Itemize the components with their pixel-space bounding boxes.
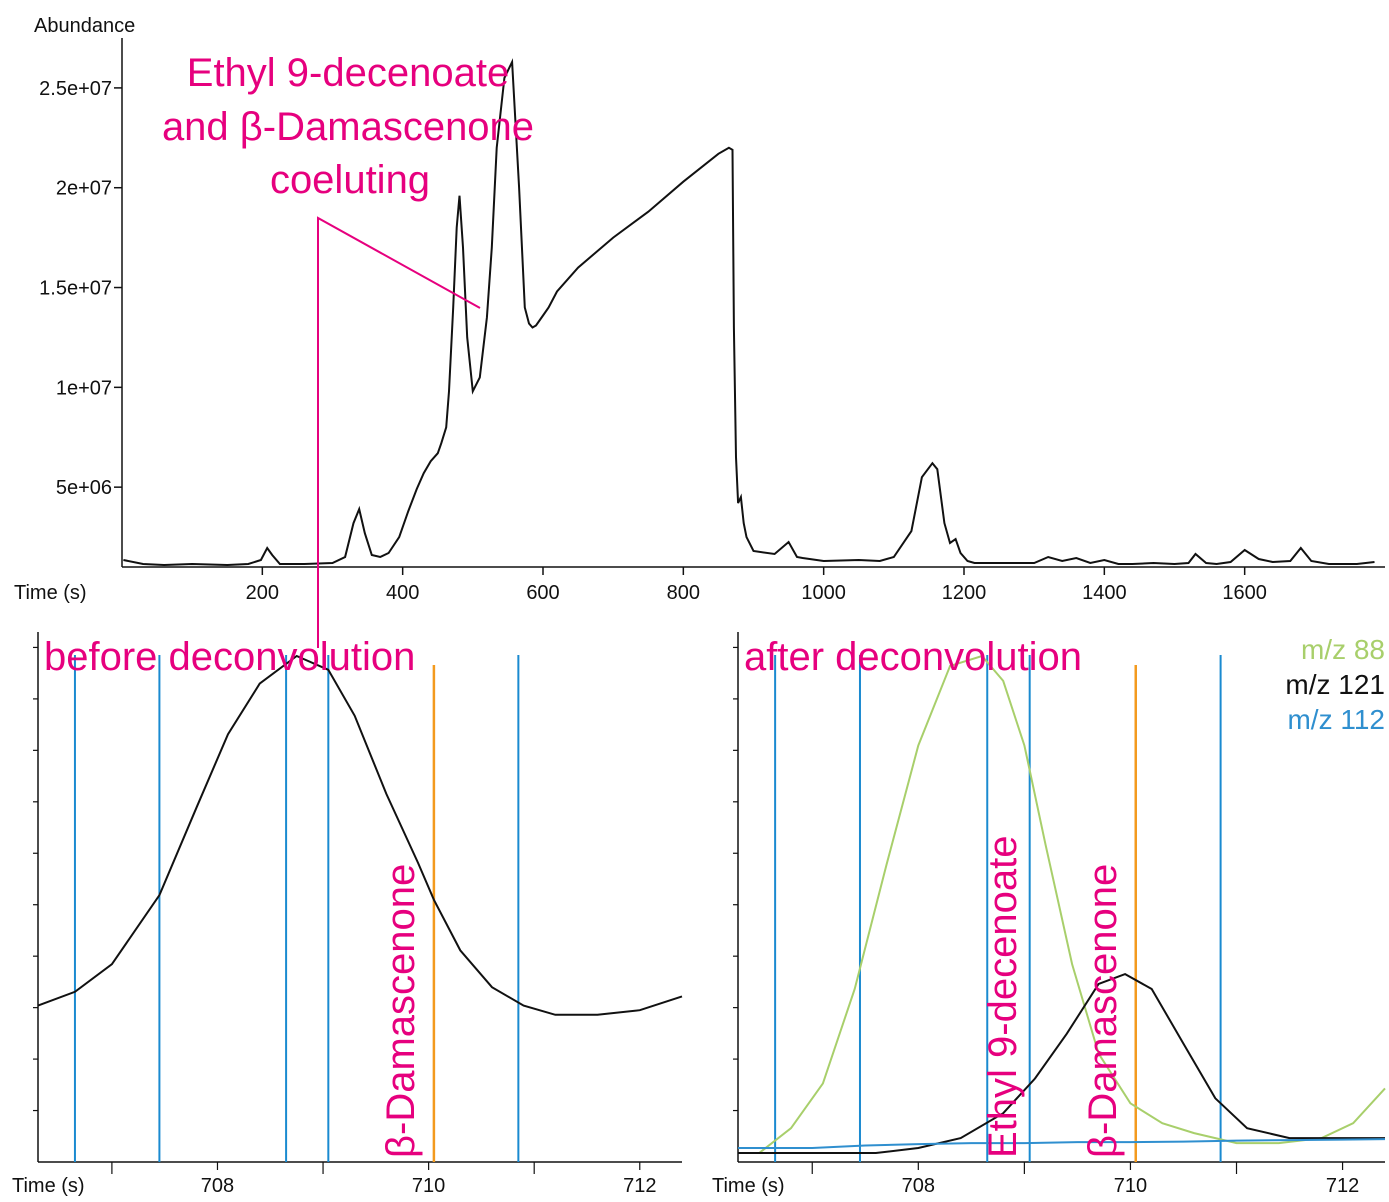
after-y-ticks bbox=[733, 646, 738, 1112]
after-trace-mz88 bbox=[758, 654, 1386, 1154]
overview-x-ticks: 200 400 600 800 1000 1200 1400 1600 bbox=[246, 567, 1267, 604]
after-x-tick-label: 708 bbox=[902, 1175, 935, 1197]
overview-tic-trace bbox=[123, 58, 1375, 567]
overview-y-ticks: 5e+06 1e+07 1.5e+07 2e+07 2.5e+07 bbox=[39, 78, 122, 499]
after-ethyl-label: Ethyl 9-decenoate bbox=[981, 836, 1025, 1158]
after-deconvolution-chart: 708 710 712 after deconvolution Ethyl 9-de… bbox=[712, 632, 1386, 1197]
overview-y-tick-label: 2e+07 bbox=[56, 178, 112, 200]
annotation-line-1: Ethyl 9-decenoate bbox=[187, 51, 509, 95]
legend-mz112: m/z 112 bbox=[1287, 704, 1385, 735]
before-scan-markers bbox=[73, 655, 520, 1162]
before-x-tick-label: 708 bbox=[201, 1175, 234, 1197]
after-x-ticks: 708 710 712 bbox=[811, 1162, 1359, 1197]
coelution-annotation: Ethyl 9-decenoate and β-Damascenone coel… bbox=[162, 51, 534, 648]
annotation-leader-line bbox=[317, 216, 481, 648]
before-deconvolution-chart: 708 710 712 before deconvolution β-Damasce… bbox=[12, 632, 683, 1197]
before-y-ticks bbox=[33, 646, 38, 1112]
after-scan-markers bbox=[774, 655, 1222, 1162]
annotation-line-3: coeluting bbox=[270, 158, 430, 202]
overview-y-tick-label: 1.5e+07 bbox=[39, 278, 112, 300]
overview-y-tick-label: 5e+06 bbox=[56, 477, 112, 499]
legend-mz121: m/z 121 bbox=[1285, 669, 1385, 700]
overview-y-axis-label: Abundance bbox=[34, 15, 135, 37]
overview-x-tick-label: 200 bbox=[246, 582, 279, 604]
after-trace-mz112 bbox=[738, 1138, 1386, 1149]
before-x-ticks: 708 710 712 bbox=[111, 1162, 656, 1197]
after-traces bbox=[738, 654, 1386, 1154]
before-damascenone-label: β-Damascenone bbox=[379, 864, 423, 1158]
overview-x-tick-label: 1400 bbox=[1082, 582, 1127, 604]
after-x-tick-label: 710 bbox=[1114, 1175, 1147, 1197]
legend: m/z 88 m/z 121 m/z 112 bbox=[1285, 634, 1385, 735]
overview-x-tick-label: 1600 bbox=[1222, 582, 1267, 604]
overview-y-tick-label: 2.5e+07 bbox=[39, 78, 112, 100]
overview-x-tick-label: 400 bbox=[386, 582, 419, 604]
before-trace bbox=[37, 654, 683, 1016]
before-x-axis-label: Time (s) bbox=[12, 1175, 85, 1197]
before-title: before deconvolution bbox=[44, 635, 415, 679]
after-damascenone-label: β-Damascenone bbox=[1081, 864, 1125, 1158]
overview-chart: Abundance 5e+061e+071.5e+072e+072.5e+07 … bbox=[14, 15, 1385, 648]
after-trace-mz121 bbox=[738, 973, 1385, 1154]
after-x-axis-label: Time (s) bbox=[712, 1175, 785, 1197]
overview-x-tick-label: 1200 bbox=[942, 582, 987, 604]
overview-x-tick-label: 800 bbox=[667, 582, 700, 604]
legend-mz88: m/z 88 bbox=[1301, 634, 1385, 665]
after-x-tick-label: 712 bbox=[1326, 1175, 1359, 1197]
annotation-line-2: and β-Damascenone bbox=[162, 105, 534, 149]
overview-y-tick-label: 1e+07 bbox=[56, 377, 112, 399]
overview-x-axis-label: Time (s) bbox=[14, 582, 87, 604]
overview-x-tick-label: 1000 bbox=[801, 582, 846, 604]
before-x-tick-label: 710 bbox=[412, 1175, 445, 1197]
before-x-tick-label: 712 bbox=[623, 1175, 656, 1197]
after-title: after deconvolution bbox=[744, 635, 1082, 679]
overview-x-tick-label: 600 bbox=[526, 582, 559, 604]
